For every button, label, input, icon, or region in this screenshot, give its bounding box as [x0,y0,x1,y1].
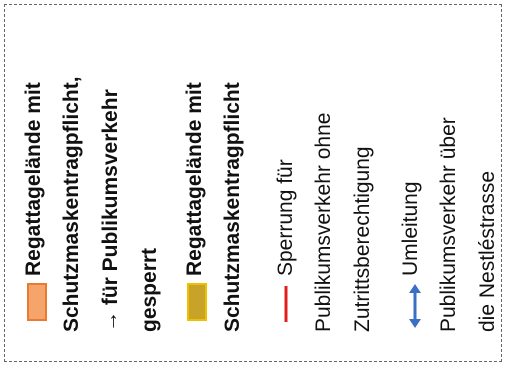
item2-line1: Regattagelände mit [183,82,206,276]
blue-detour-arrow-icon [409,284,421,328]
item1-line2: Schutzmaskentragpflicht, [60,76,83,332]
red-barrier-line-icon [284,286,288,322]
item4-line3: die Nestléstrasse [476,170,499,332]
item3-line1: Sperrung für [274,159,297,276]
legend-frame [4,4,502,362]
item1-line4: gesperrt [138,247,161,332]
item2-line2: Schutzmaskentragpflicht [221,82,244,332]
item4-line2: Publikumsverkehr über [437,117,460,332]
item4-line1: Umleitung [399,181,422,276]
item1-line3: → für Publikumsverkehr [99,89,122,332]
item3-line3: Zutrittsberechtigung [351,146,374,332]
yellow-area-swatch [187,283,207,321]
item3-line2: Publikumsverkehr ohne [312,112,335,332]
item1-line1: Regattagelände mit [22,82,45,276]
orange-area-swatch [27,283,47,321]
